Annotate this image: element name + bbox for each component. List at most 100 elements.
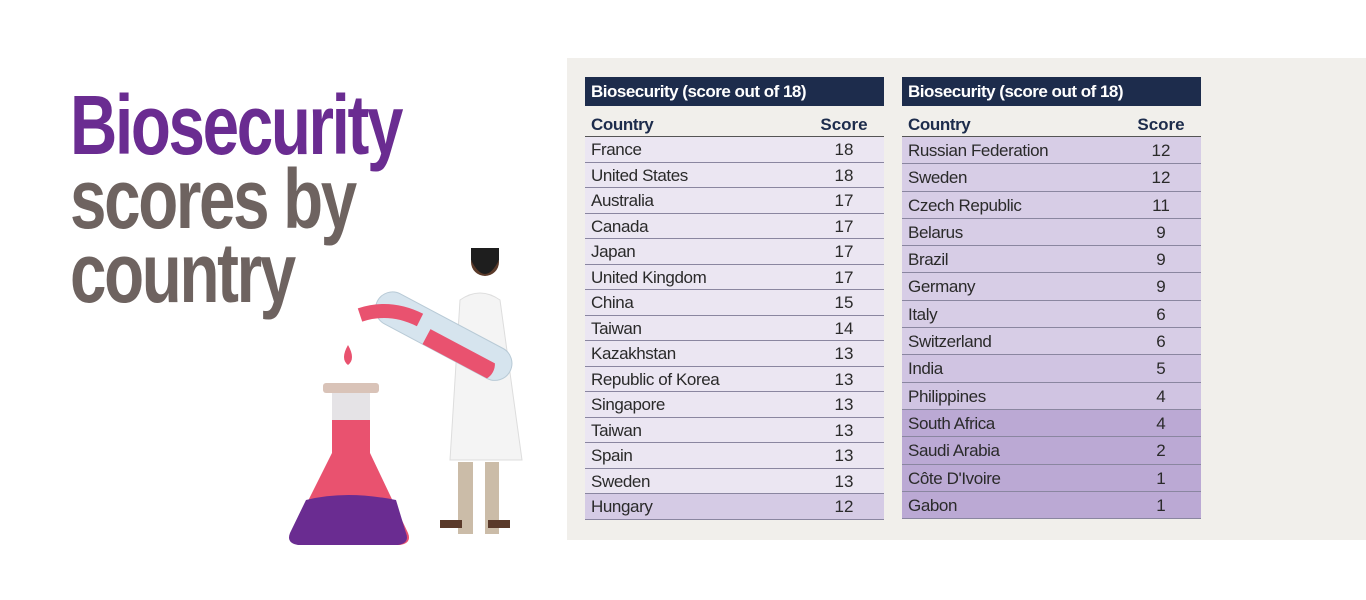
table-row: Russian Federation 12 [902,137,1201,165]
tables-panel: Biosecurity (score out of 18) Country Scor… [567,58,1366,540]
country-cell: Côte D'Ivoire [908,468,1001,488]
table-row: India 5 [902,355,1201,383]
country-cell: Switzerland [908,332,992,352]
column-header-row: Country Score [902,112,1201,137]
country-cell: Canada [591,216,649,236]
column-header: Country [591,115,654,134]
score-cell: 15 [834,293,854,312]
column-header: Score [1137,115,1185,134]
table-row: Brazil 9 [902,246,1201,274]
table-row: Canada 17 [585,213,884,239]
table-row: Republic of Korea 13 [585,366,884,392]
score-cell: 6 [1156,332,1166,352]
score-cell: 13 [834,395,854,414]
table: Biosecurity (score out of 18) Country Scor… [585,77,884,520]
table-row: Czech Republic 11 [902,191,1201,219]
score-cell: 13 [834,471,854,491]
table-row: China 15 [585,290,884,316]
table-row: Taiwan 14 [585,315,884,341]
country-cell: Sweden [591,471,651,491]
country-cell: France [591,140,642,159]
table-row: Gabon 1 [902,491,1201,520]
table-row: Australia 17 [585,188,884,214]
column-header: Score [820,115,868,134]
country-cell: Philippines [908,386,986,406]
title: Biosecurity scores by country [70,78,495,320]
country-cell: Gabon [908,495,958,515]
table-row: Saudi Arabia 2 [902,437,1201,465]
table: Biosecurity (score out of 18) Country Scor… [902,77,1201,520]
score-cell: 1 [1156,495,1166,515]
table-row: Germany 9 [902,273,1201,301]
table-row: United Kingdom 17 [585,264,884,290]
score-cell: 18 [834,165,854,185]
score-cell: 2 [1156,441,1166,461]
country-cell: Sweden [908,168,968,188]
country-cell: Italy [908,304,938,324]
table-row: Italy 6 [902,300,1201,329]
table-row: Belarus 9 [902,218,1201,247]
country-cell: Belarus [908,222,963,242]
country-cell: Australia [591,191,654,210]
score-cell: 14 [834,318,854,338]
score-cell: 5 [1156,359,1166,379]
table-row: South Africa 4 [902,409,1201,438]
table-row: United States 18 [585,162,884,188]
table-heading: Biosecurity (score out of 18) [585,77,884,106]
score-cell: 17 [834,242,854,261]
column-header: Country [908,115,971,134]
country-cell: Taiwan [591,420,642,440]
country-cell: United Kingdom [591,267,707,287]
table-row: Hungary 12 [585,494,884,520]
title-line: country [70,226,296,320]
country-cell: Czech Republic [908,195,1022,215]
table-body: Russian Federation 12 Sweden 12 Czech Republ… [902,137,1201,520]
country-cell: Taiwan [591,318,642,338]
table-row: France 18 [585,137,884,163]
column-header-row: Country Score [585,112,884,137]
country-cell: Saudi Arabia [908,441,1000,461]
country-cell: China [591,293,634,312]
score-cell: 12 [1151,141,1171,160]
score-cell: 13 [834,369,854,389]
table-row: Singapore 13 [585,392,884,418]
country-cell: Kazakhstan [591,344,676,363]
table-body: France 18 United States 18 Australia 17 Canada… [585,137,884,520]
score-cell: 11 [1152,195,1170,215]
table-row: Taiwan 13 [585,417,884,443]
illustration [289,248,523,545]
title-line: scores by [70,152,357,246]
country-cell: India [908,359,943,379]
table-row: Spain 13 [585,443,884,469]
score-cell: 6 [1156,304,1166,324]
table-heading: Biosecurity (score out of 18) [902,77,1201,106]
country-cell: South Africa [908,413,995,433]
country-cell: United States [591,165,688,185]
country-cell: Germany [908,277,976,297]
country-cell: Spain [591,446,633,465]
country-cell: Hungary [591,497,653,516]
score-cell: 9 [1156,277,1166,297]
title-line: Biosecurity [70,78,403,172]
table-row: Switzerland 6 [902,328,1201,356]
table-row: Japan 17 [585,239,884,265]
score-cell: 1 [1156,468,1166,488]
country-cell: Russian Federation [908,141,1049,160]
score-cell: 18 [834,140,854,159]
table-row: Côte D'Ivoire 1 [902,464,1201,492]
score-cell: 13 [834,420,854,440]
score-cell: 4 [1156,413,1166,433]
table-row: Sweden 12 [902,164,1201,192]
score-cell: 12 [834,497,854,516]
country-cell: Republic of Korea [591,369,720,389]
table-row: Philippines 4 [902,382,1201,410]
score-cell: 9 [1156,222,1166,242]
country-cell: Brazil [908,250,949,270]
score-cell: 17 [834,191,854,210]
score-cell: 17 [834,267,854,287]
score-cell: 17 [834,216,854,236]
score-cell: 12 [1151,168,1171,188]
score-cell: 13 [834,446,854,465]
score-cell: 4 [1156,386,1166,406]
